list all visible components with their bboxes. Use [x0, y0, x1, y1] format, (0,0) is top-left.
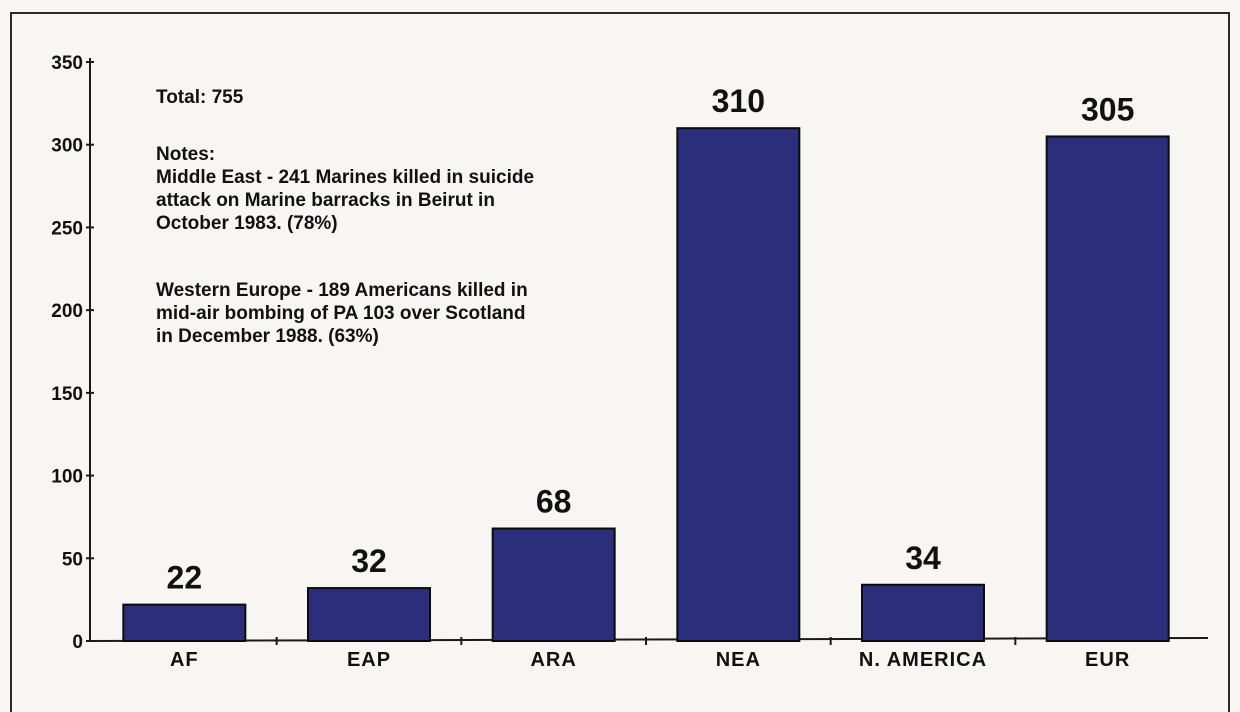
- data-label: 34: [905, 540, 941, 576]
- y-tick-label: 150: [51, 384, 83, 405]
- x-axis-line: [89, 637, 1209, 642]
- note-western-europe: Western Europe - 189 Americans killed in…: [156, 279, 528, 348]
- x-tick-label: AF: [170, 649, 199, 671]
- y-tick-label: 0: [72, 632, 83, 653]
- bar: [861, 583, 985, 642]
- bar: [491, 527, 616, 642]
- x-tick-label: ARA: [530, 649, 576, 671]
- data-label: 32: [351, 543, 387, 579]
- bar: [676, 127, 801, 642]
- data-label: 310: [712, 83, 765, 119]
- x-tick-label: NEA: [716, 649, 761, 671]
- y-tick-label: 250: [51, 218, 83, 239]
- note-middle-east-line: October 1983. (78%): [156, 213, 338, 234]
- note-western-europe-line: in December 1988. (63%): [156, 326, 379, 347]
- y-tick-label: 300: [51, 136, 83, 157]
- total-annotation: Total: 755: [156, 87, 244, 108]
- y-tick-label: 50: [62, 549, 83, 570]
- notes-heading: Notes:: [156, 144, 216, 165]
- chart-frame: [10, 12, 1230, 712]
- x-tick-label: N. AMERICA: [859, 649, 987, 671]
- bar: [307, 587, 431, 643]
- note-middle-east-line: attack on Marine barracks in Beirut in: [156, 190, 495, 211]
- y-tick-label: 200: [51, 301, 83, 322]
- note-middle-east: Middle East - 241 Marines killed in suic…: [156, 166, 534, 235]
- bar: [122, 603, 247, 642]
- data-label: 22: [167, 560, 203, 596]
- note-middle-east-line: Middle East - 241 Marines killed in suic…: [156, 167, 535, 188]
- data-label: 68: [536, 484, 572, 520]
- x-tick-label: EAP: [347, 649, 391, 671]
- note-western-europe-line: mid-air bombing of PA 103 over Scotland: [156, 303, 526, 324]
- y-tick-label: 100: [51, 467, 83, 488]
- note-western-europe-line: Western Europe - 189 Americans killed in: [156, 280, 528, 301]
- x-tick-label: EUR: [1085, 649, 1130, 671]
- y-tick-label: 350: [51, 53, 83, 74]
- data-label: 305: [1081, 91, 1134, 127]
- bar: [1045, 135, 1170, 642]
